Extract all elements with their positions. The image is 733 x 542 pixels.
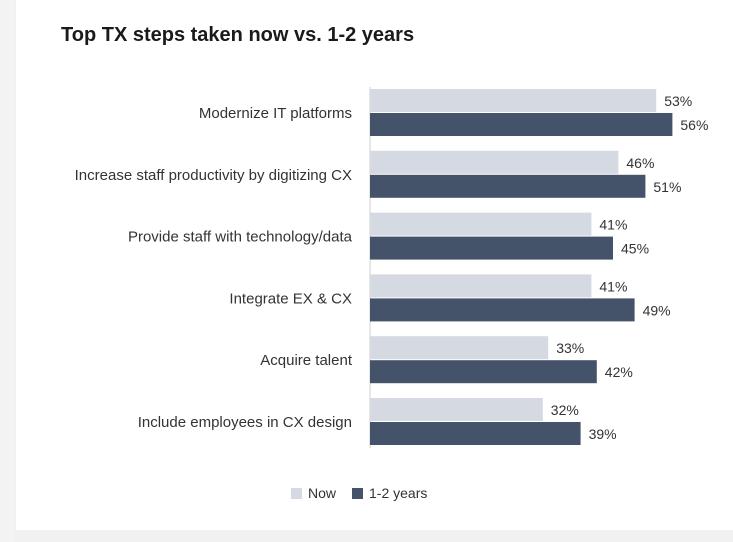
bar-now-provide-staff-with-technology-data: [370, 212, 592, 236]
data-label-now-provide-staff-with-technology-data: 41%: [599, 217, 627, 233]
data-label-1-2-years-modernize-it-platforms: 56%: [680, 117, 708, 133]
legend-swatch-1-2-years: [352, 487, 364, 499]
data-label-1-2-years-acquire-talent: 42%: [605, 364, 633, 380]
data-label-now-increase-staff-productivity-by-digitizing-cx: 46%: [626, 155, 654, 171]
bar-now-modernize-it-platforms: [370, 89, 657, 112]
category-label-acquire-talent: Acquire talent: [260, 352, 353, 369]
bar-1-2-years-include-employees-in-cx-design: [370, 422, 581, 445]
category-label-provide-staff-with-technology-data: Provide staff with technology/data: [128, 229, 353, 246]
category-label-integrate-ex-cx: Integrate EX & CX: [229, 290, 352, 307]
data-label-1-2-years-provide-staff-with-technology-data: 45%: [621, 241, 649, 257]
bar-now-acquire-talent: [370, 336, 549, 360]
bar-1-2-years-integrate-ex-cx: [370, 298, 635, 322]
data-label-1-2-years-integrate-ex-cx: 49%: [643, 302, 671, 318]
legend-item-1-2-years: 1-2 years: [352, 485, 427, 501]
bar-now-integrate-ex-cx: [370, 274, 592, 298]
bar-1-2-years-modernize-it-platforms: [370, 113, 673, 136]
chart-title: Top TX steps taken now vs. 1-2 years: [61, 24, 415, 46]
bar-1-2-years-acquire-talent: [370, 360, 597, 384]
bar-now-increase-staff-productivity-by-digitizing-cx: [370, 150, 619, 174]
data-label-now-include-employees-in-cx-design: 32%: [551, 402, 579, 418]
bar-1-2-years-increase-staff-productivity-by-digitizing-cx: [370, 174, 646, 198]
data-label-1-2-years-increase-staff-productivity-by-digitizing-cx: 51%: [653, 179, 681, 195]
legend-label-1-2-years: 1-2 years: [369, 485, 428, 501]
data-label-now-modernize-it-platforms: 53%: [664, 93, 692, 109]
page-margin: [0, 0, 14, 542]
legend-swatch-now: [291, 487, 302, 499]
category-label-increase-staff-productivity-by-digitizing-cx: Increase staff productivity by digitizin…: [75, 167, 352, 184]
data-label-now-acquire-talent: 33%: [556, 340, 584, 356]
bar-now-include-employees-in-cx-design: [370, 398, 543, 421]
legend-item-now: Now: [291, 485, 336, 501]
data-label-1-2-years-include-employees-in-cx-design: 39%: [589, 426, 617, 442]
chart-legend: Now 1-2 years: [291, 485, 427, 501]
data-label-now-integrate-ex-cx: 41%: [599, 278, 627, 294]
category-label-include-employees-in-cx-design: Include employees in CX design: [138, 414, 352, 431]
bar-1-2-years-provide-staff-with-technology-data: [370, 236, 613, 260]
category-label-modernize-it-platforms: Modernize IT platforms: [199, 105, 352, 122]
legend-label-now: Now: [308, 485, 337, 501]
